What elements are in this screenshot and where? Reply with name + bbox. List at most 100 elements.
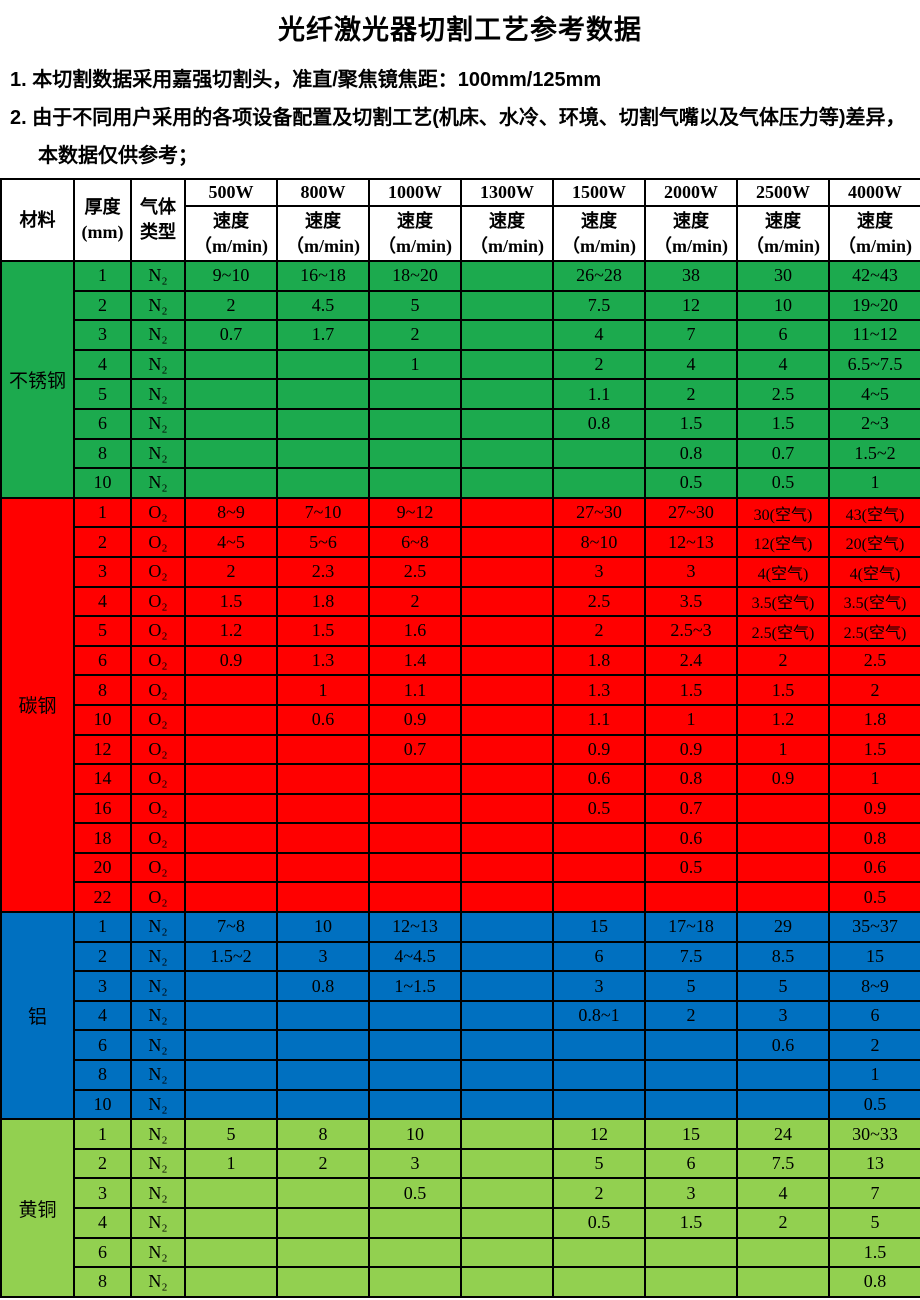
- gas-cell: O₂: [130, 822, 186, 854]
- header-speed-text: 速度: [213, 210, 249, 231]
- gas-cell: O₂: [130, 881, 186, 914]
- gas-cell: N₂: [130, 1029, 186, 1062]
- speed-cell: 38: [644, 260, 738, 292]
- header-material: 材料: [0, 178, 75, 262]
- gas-cell: O₂: [130, 644, 186, 677]
- speed-cell: [276, 851, 370, 884]
- speed-cell: 2: [644, 999, 738, 1032]
- gas-cell: O₂: [130, 615, 186, 647]
- gas-cell: N₂: [130, 1177, 186, 1209]
- speed-cell: 1.5: [736, 407, 830, 440]
- speed-cell: [276, 999, 370, 1032]
- speed-cell: 3: [368, 1147, 462, 1180]
- thickness-cell: 8: [73, 437, 132, 470]
- speed-cell: [460, 555, 554, 588]
- gas-cell: N₂: [130, 911, 186, 943]
- speed-cell: 29: [736, 911, 830, 943]
- header-gas-type-text: 类型: [140, 222, 176, 242]
- table-row: 黄铜 1 N₂ 5 8 10 12 15 24 30~33: [0, 1118, 920, 1298]
- speed-cell: 2: [368, 319, 462, 351]
- thickness-cell: 3: [73, 1177, 132, 1209]
- speed-cell: 1.6: [368, 615, 462, 647]
- speed-cell: [460, 1059, 554, 1091]
- speed-cell: [368, 822, 462, 854]
- speed-cell: [552, 1266, 646, 1298]
- speed-cell: [736, 1266, 830, 1298]
- speed-cell: 1.5: [644, 674, 738, 706]
- speed-cell: [184, 763, 278, 795]
- gas-cell: N₂: [130, 970, 186, 1002]
- speed-cell: 1.2: [736, 703, 830, 736]
- speed-cell: 4: [736, 1177, 830, 1209]
- speed-cell: [368, 1266, 462, 1298]
- speed-cell: [184, 1029, 278, 1062]
- speed-cell: 42~43: [828, 260, 920, 292]
- speed-cell: [552, 1088, 646, 1121]
- table-row: 10 N₂ 0.5: [1, 1088, 920, 1121]
- cutting-data-table: 材料 厚度 (mm) 气体 类型 500W 800W 1000W 1300W 1500W 2000W…: [0, 178, 920, 1298]
- speed-cell: [184, 1207, 278, 1239]
- table-row: 碳钢 1 O₂ 8~9 7~10 9~12 27~30 27~30 30(空气) 43(空气): [0, 496, 920, 914]
- speed-cell: [736, 1088, 830, 1121]
- speed-cell: 1.1: [368, 674, 462, 706]
- speed-cell: [460, 674, 554, 706]
- speed-cell: 35~37: [828, 911, 920, 943]
- table-row: 铝 1 N₂ 7~8 10 12~13 15 17~18 29 35~37: [0, 911, 920, 1121]
- gas-cell: N₂: [130, 1266, 186, 1298]
- speed-cell: [460, 467, 554, 499]
- speed-cell: 12: [552, 1118, 646, 1150]
- table-row: 4 N₂ 0.8~1 2 3 6: [1, 999, 920, 1032]
- speed-cell: 2.5(空气): [736, 615, 830, 647]
- material-cell: 不锈钢: [0, 260, 75, 499]
- speed-cell: [460, 733, 554, 766]
- gas-cell: N₂: [130, 467, 186, 499]
- speed-cell: [460, 763, 554, 795]
- speed-cell: 1.8: [552, 644, 646, 677]
- speed-cell: [368, 1236, 462, 1269]
- speed-cell: 5~6: [276, 526, 370, 558]
- table-row: 14 O₂ 0.6 0.8 0.9 1: [1, 763, 920, 795]
- speed-cell: [276, 1266, 370, 1298]
- gas-cell: O₂: [130, 763, 186, 795]
- speed-cell: 12: [644, 289, 738, 322]
- thickness-cell: 6: [73, 1029, 132, 1062]
- speed-cell: 0.5: [644, 467, 738, 499]
- speed-cell: 2.4: [644, 644, 738, 677]
- table-row: 2 N₂ 1.5~2 3 4~4.5 6 7.5 8.5 15: [1, 940, 920, 973]
- speed-cell: [184, 970, 278, 1002]
- speed-cell: 6: [828, 999, 920, 1032]
- speed-cell: 2.3: [276, 555, 370, 588]
- speed-cell: 2: [644, 378, 738, 410]
- page-title: 光纤激光器切割工艺参考数据: [278, 15, 642, 45]
- speed-cell: [460, 822, 554, 854]
- speed-cell: [460, 1088, 554, 1121]
- table-row: 20 O₂ 0.5 0.6: [1, 851, 920, 884]
- speed-cell: 2~3: [828, 407, 920, 440]
- speed-cell: [736, 822, 830, 854]
- speed-cell: 0.9: [828, 792, 920, 825]
- speed-cell: [460, 1118, 554, 1150]
- speed-cell: 4: [736, 348, 830, 381]
- speed-cell: 4: [644, 348, 738, 381]
- gas-cell: O₂: [130, 555, 186, 588]
- thickness-cell: 18: [73, 822, 132, 854]
- speed-cell: 2.5: [828, 644, 920, 677]
- speed-cell: 1.1: [552, 378, 646, 410]
- speed-cell: [736, 792, 830, 825]
- speed-cell: 15: [552, 911, 646, 943]
- speed-cell: 30~33: [828, 1118, 920, 1150]
- speed-cell: 2: [828, 1029, 920, 1062]
- speed-cell: 3.5: [644, 585, 738, 618]
- header-speed-unit: 速度 （m/min): [828, 205, 920, 262]
- thickness-cell: 2: [73, 526, 132, 558]
- thickness-cell: 8: [73, 1059, 132, 1091]
- thickness-cell: 2: [73, 940, 132, 973]
- speed-cell: [736, 881, 830, 914]
- speed-cell: 7~10: [276, 496, 370, 529]
- speed-cell: 17~18: [644, 911, 738, 943]
- speed-cell: 5: [644, 970, 738, 1002]
- speed-cell: [552, 1236, 646, 1269]
- speed-cell: 2: [368, 585, 462, 618]
- speed-cell: 7.5: [552, 289, 646, 322]
- speed-cell: [552, 1029, 646, 1062]
